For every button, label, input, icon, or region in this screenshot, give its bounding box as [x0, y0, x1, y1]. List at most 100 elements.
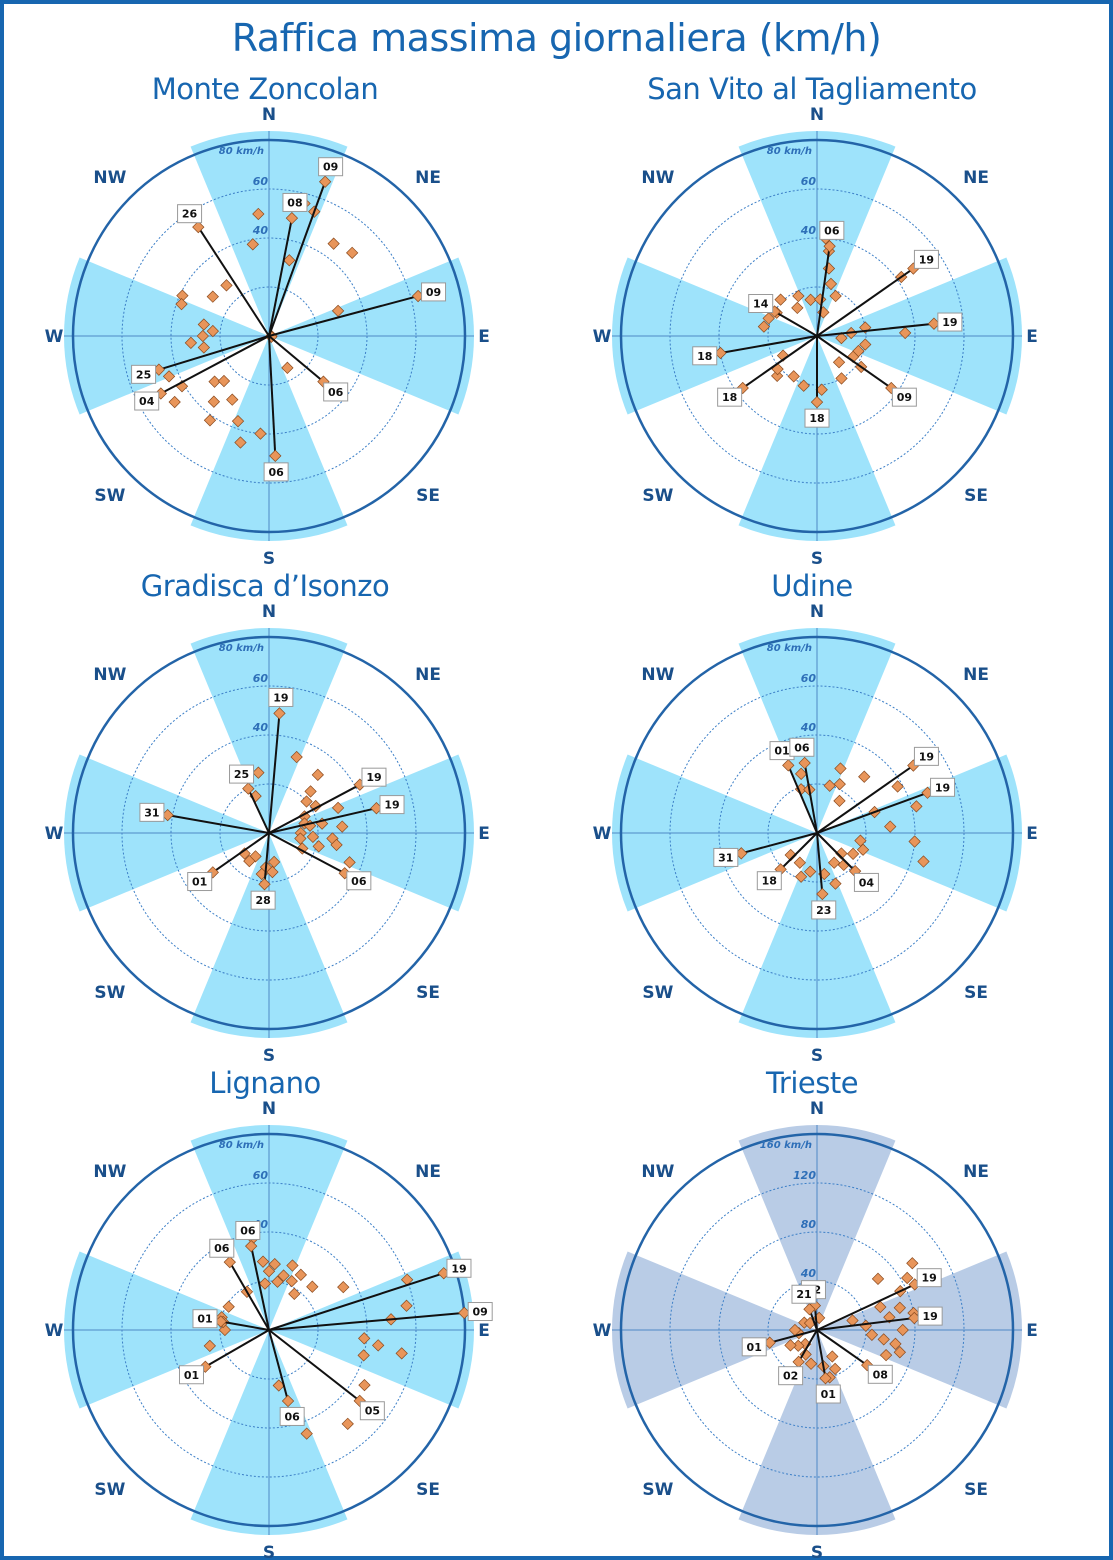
gust-point [277, 1269, 290, 1282]
page-title: Raffica massima giornaliera (km/h) [231, 16, 882, 60]
gust-point [217, 374, 231, 388]
day-label: 06 [240, 1224, 256, 1237]
day-label-box [379, 795, 405, 815]
compass-label-w: W [45, 824, 64, 844]
gust-line [816, 832, 856, 872]
gust-line [803, 762, 818, 834]
gust-point [835, 372, 848, 385]
gust-point [273, 707, 286, 720]
gust-line [247, 788, 270, 834]
compass-label-s: S [263, 1046, 275, 1066]
compass-label-s: S [811, 549, 823, 569]
gust-point [835, 847, 848, 860]
gust-point [823, 779, 836, 792]
gust-point [792, 1355, 805, 1368]
gust-point [879, 1348, 893, 1362]
gust-point [252, 207, 265, 221]
gust-line [774, 310, 818, 337]
gust-point [331, 304, 345, 318]
gust-point [833, 794, 846, 808]
gust-line [228, 1261, 270, 1331]
gust-point [294, 832, 307, 845]
compass-label-se: SE [416, 486, 440, 506]
day-label-box [209, 1238, 235, 1258]
compass-label-e: E [1026, 327, 1038, 347]
gust-point [804, 1357, 818, 1370]
gust-point [372, 1339, 385, 1352]
gust-line [816, 791, 928, 834]
gust-point [281, 361, 294, 374]
day-label-box [187, 872, 213, 892]
gust-point [285, 212, 299, 225]
compass-label-e: E [1026, 1321, 1038, 1341]
gust-point [804, 293, 817, 306]
gust-point [272, 1379, 285, 1392]
gust-point [774, 293, 787, 306]
gust-line [197, 226, 270, 337]
panel-title-san-vito: San Vito al Tagliamento [647, 72, 977, 106]
compass-label-w: W [45, 327, 64, 347]
compass-label-n: N [810, 105, 824, 125]
gust-point [357, 1349, 370, 1362]
wind-rose-0: 40 60 80 km/h N NE E SE S SW W NW 09 08 09 06 06 26 25 04 [45, 105, 490, 569]
compass-label-s: S [263, 1543, 275, 1560]
day-label-box [361, 767, 387, 787]
gust-point [762, 312, 775, 325]
range-label: 80 km/h [219, 146, 264, 157]
gust-point [784, 1339, 797, 1352]
day-label-box [279, 1406, 305, 1426]
day-label: 05 [365, 1405, 380, 1418]
gust-point [896, 1323, 909, 1337]
gust-point [877, 1333, 890, 1346]
gust-point [175, 298, 188, 311]
gust-line [220, 1320, 270, 1331]
compass-label-e: E [1026, 824, 1038, 844]
gust-point [908, 835, 921, 848]
day-label-box [789, 737, 815, 757]
compass-label-ne: NE [415, 665, 441, 685]
gust-point [757, 320, 771, 333]
gust-point [832, 356, 846, 369]
day-label-box [804, 408, 830, 428]
day-label-box [748, 294, 774, 313]
wind-rose-3: 40 60 80 km/h N NE E SE S SW W NW 01 06 19 19 31 18 04 23 [593, 602, 1038, 1066]
day-label-box [713, 847, 739, 867]
gust-point [252, 766, 265, 779]
compass-label-n: N [262, 105, 276, 125]
compass-label-ne: NE [415, 168, 441, 188]
day-label-box [346, 871, 372, 891]
gust-point [283, 254, 296, 267]
day-label-box [717, 387, 743, 407]
gust-point [889, 1337, 902, 1350]
gust-line [250, 1245, 270, 1331]
panel-title-lignano: Lignano [209, 1066, 321, 1100]
grid-label: 60 [253, 175, 269, 188]
compass-label-nw: NW [93, 1162, 126, 1182]
day-label: 01 [184, 1369, 199, 1382]
gust-point [810, 395, 824, 409]
compass-label-sw: SW [642, 983, 673, 1003]
compass-label-w: W [593, 327, 612, 347]
compass-label-e: E [478, 327, 490, 347]
gust-point [243, 854, 256, 868]
gust-point [306, 830, 320, 843]
gust-line [268, 1311, 465, 1331]
day-label: 01 [192, 876, 207, 889]
day-label-box [819, 220, 845, 240]
gust-line [742, 335, 818, 389]
gust-point [891, 780, 904, 793]
day-label-box [263, 462, 289, 482]
day-label-box [446, 1258, 472, 1278]
gust-line [741, 832, 818, 855]
grid-label: 40 [252, 224, 269, 237]
gust-point [331, 801, 345, 815]
compass-label-sw: SW [94, 486, 125, 506]
day-label: 06 [824, 224, 840, 237]
gust-line [816, 832, 824, 895]
day-label: 18 [809, 412, 824, 425]
gust-point [242, 782, 255, 795]
day-label: 19 [919, 750, 934, 763]
gust-point [203, 414, 217, 427]
gust-line [268, 832, 346, 875]
gust-point [846, 1314, 859, 1327]
